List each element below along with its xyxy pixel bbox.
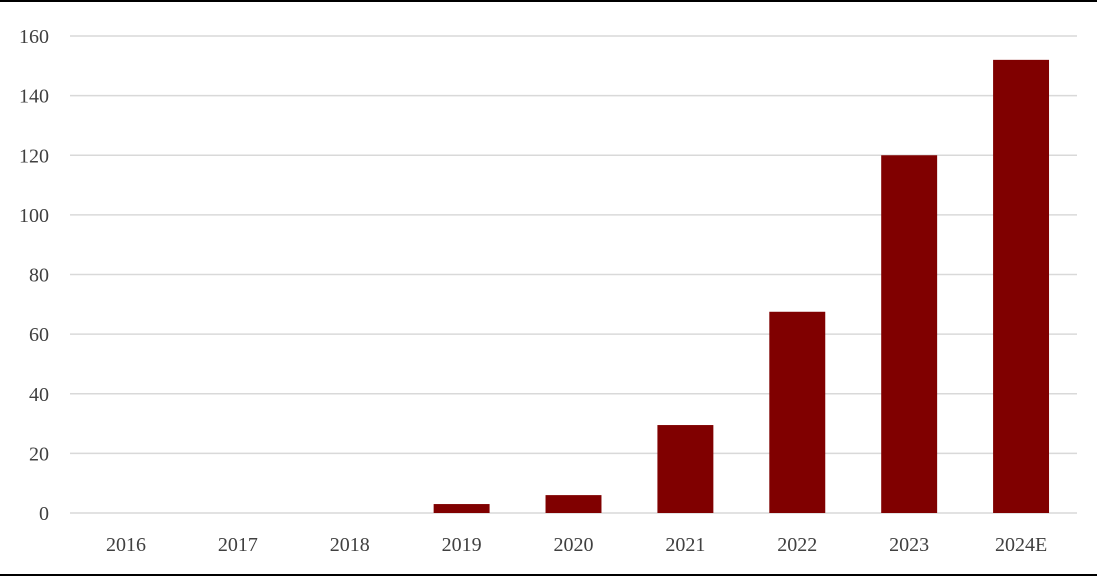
bar-2023	[881, 155, 938, 513]
y-axis-tick-labels: 0 20 40 60 80 100 120 140 160	[19, 26, 49, 525]
y-tick-label: 80	[29, 265, 49, 287]
x-tick-label: 2018	[330, 534, 370, 556]
bar-2022	[769, 311, 826, 513]
x-tick-label: 2019	[442, 534, 482, 556]
x-tick-label: 2023	[889, 534, 929, 556]
bars	[433, 59, 1050, 513]
y-tick-label: 100	[19, 205, 49, 227]
x-tick-label: 2016	[106, 534, 146, 556]
x-tick-label: 2022	[777, 534, 817, 556]
y-tick-label: 120	[19, 145, 49, 167]
x-tick-label: 2021	[665, 534, 705, 556]
bar-2019	[433, 504, 490, 513]
y-tick-label: 160	[19, 26, 49, 48]
x-tick-label: 2017	[218, 534, 258, 556]
bar-2020	[545, 495, 602, 513]
x-axis-tick-labels: 2016 2017 2018 2019 2020 2021 2022 2023 2024E	[106, 534, 1047, 556]
x-tick-label: 2024E	[995, 534, 1047, 556]
bar-2024E	[993, 59, 1050, 513]
x-tick-label: 2020	[554, 534, 594, 556]
bar-2021	[657, 425, 714, 513]
y-tick-label: 0	[39, 503, 49, 525]
y-tick-label: 140	[19, 86, 49, 108]
gridlines	[70, 35, 1077, 514]
y-tick-label: 20	[29, 443, 49, 465]
y-tick-label: 60	[29, 324, 49, 346]
y-tick-label: 40	[29, 384, 49, 406]
